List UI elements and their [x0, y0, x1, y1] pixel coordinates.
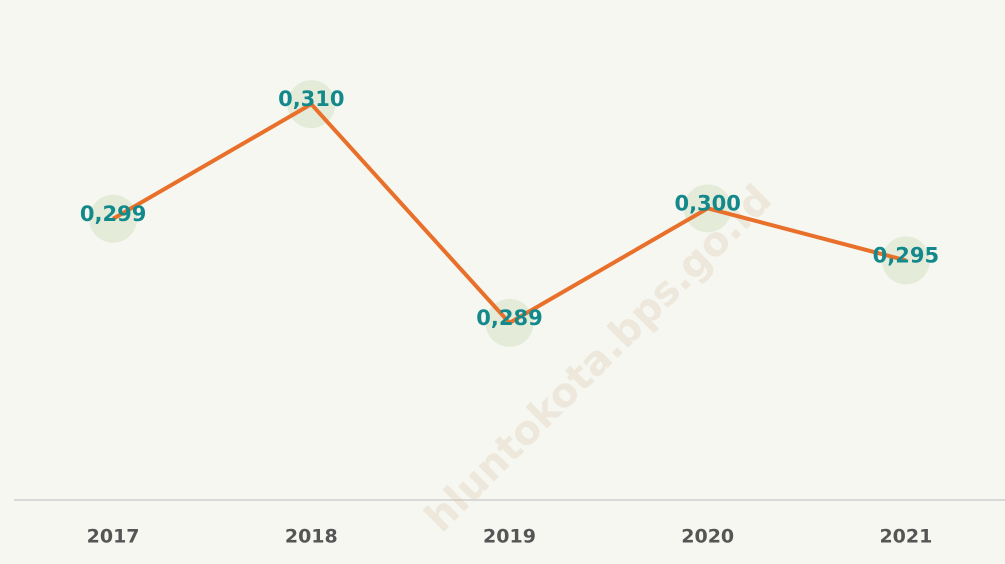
value-label: 0,300: [674, 191, 740, 215]
value-label: 0,295: [873, 243, 939, 267]
value-label: 0,310: [278, 87, 344, 111]
x-tick-label: 2018: [285, 526, 338, 548]
value-label: 0,289: [476, 306, 542, 330]
line: [112, 102, 907, 325]
x-tick-label: 2017: [87, 526, 140, 548]
value-label: 0,299: [80, 202, 146, 226]
x-tick-label: 2021: [879, 526, 932, 548]
x-tick-label: 2020: [681, 526, 734, 548]
x-tick-label: 2019: [483, 526, 536, 548]
